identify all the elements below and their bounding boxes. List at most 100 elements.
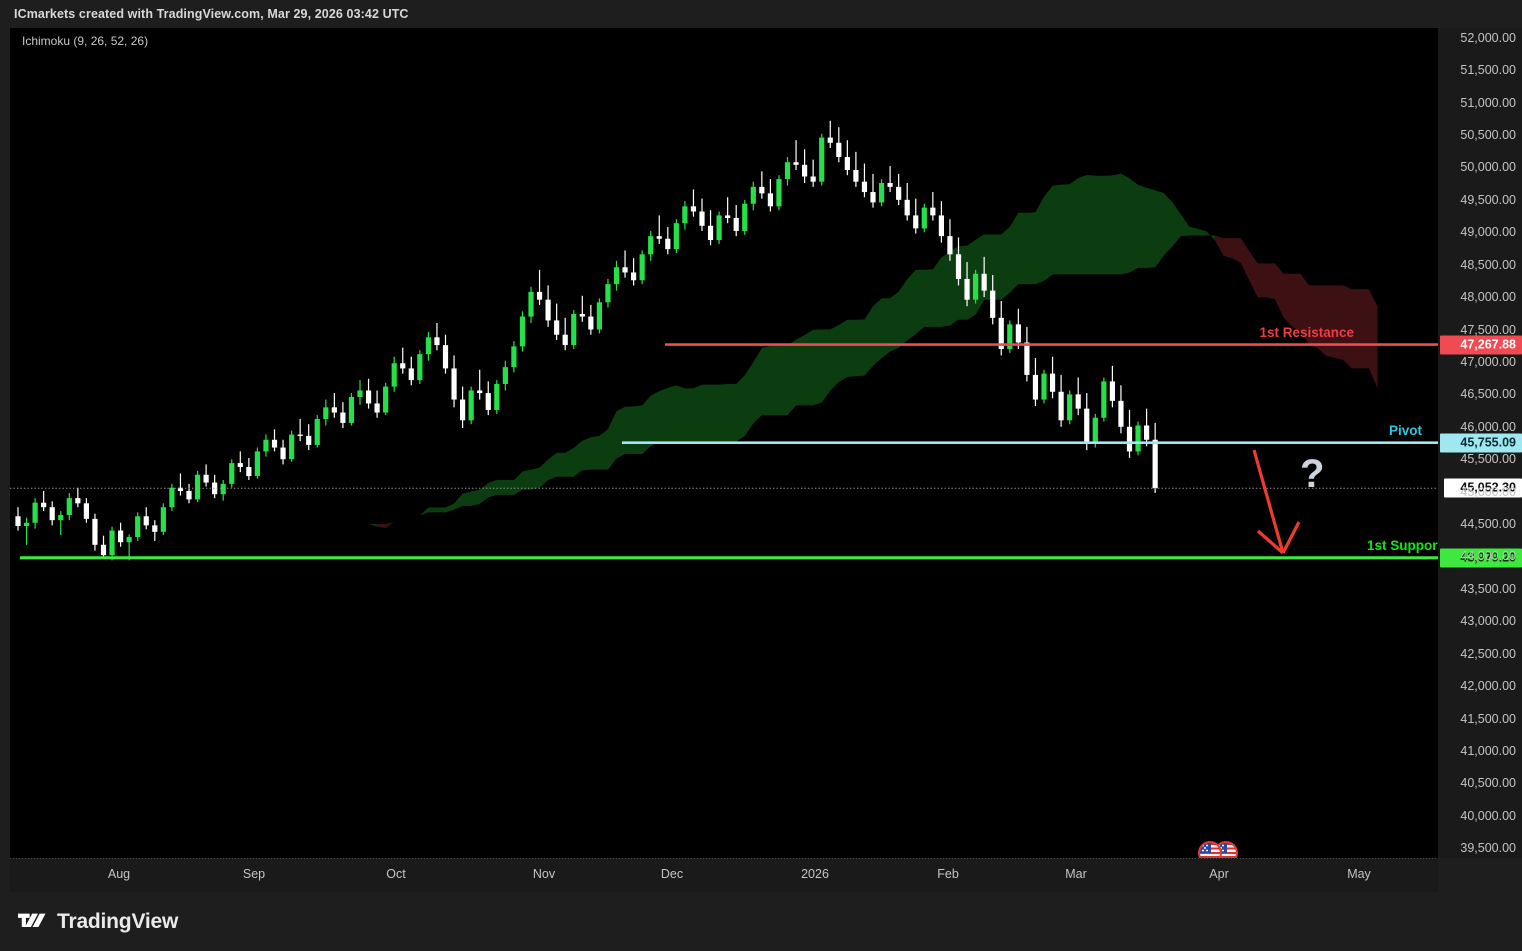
price-axis-tick: 52,000.00 xyxy=(1460,30,1516,45)
candle-body xyxy=(1058,391,1064,421)
candle-body xyxy=(58,514,64,521)
candle-wick xyxy=(60,511,62,536)
candle-body xyxy=(417,354,423,381)
candle-body xyxy=(519,316,526,347)
price-axis-tick: 51,500.00 xyxy=(1460,63,1516,78)
price-axis-tick: 48,000.00 xyxy=(1460,290,1516,305)
candle-wick xyxy=(479,369,481,400)
candle-body xyxy=(690,206,697,212)
time-axis-separator xyxy=(10,858,1438,859)
level-lines xyxy=(10,343,1438,560)
candle-body xyxy=(442,345,449,369)
candle-body xyxy=(827,137,833,143)
candle-body xyxy=(297,434,303,436)
candle-wick xyxy=(564,317,566,351)
candle-body xyxy=(904,199,910,216)
candle-body xyxy=(143,516,149,526)
candle-body xyxy=(887,182,893,187)
candle-body xyxy=(280,447,286,460)
chart-footer: TradingView xyxy=(0,892,1522,951)
candle-body xyxy=(759,186,765,194)
candle-body xyxy=(425,337,431,355)
candle-body xyxy=(930,207,936,216)
candle-body xyxy=(314,419,320,445)
tradingview-logo: TradingView xyxy=(18,910,178,934)
candle-wick xyxy=(727,197,729,224)
candle-body xyxy=(494,383,500,410)
candle-body xyxy=(1041,373,1047,400)
candle-body xyxy=(870,192,876,203)
candle-body xyxy=(990,290,996,318)
candle-body xyxy=(1024,342,1030,375)
candle-body xyxy=(836,142,842,158)
price-axis-tick: 50,000.00 xyxy=(1460,160,1516,175)
candle-body xyxy=(1144,425,1150,440)
candle-body xyxy=(605,284,611,303)
candle-body xyxy=(485,393,491,410)
candle-series xyxy=(15,120,1158,561)
candle-body xyxy=(263,439,269,452)
candle-body xyxy=(357,390,363,397)
candle-body xyxy=(955,254,962,279)
candle-body xyxy=(622,267,628,273)
time-axis-tick: Aug xyxy=(107,867,131,881)
candle-wick xyxy=(179,473,182,496)
candle-body xyxy=(964,278,970,300)
candle-body xyxy=(306,435,312,445)
candle-body xyxy=(41,502,47,508)
candle-wick xyxy=(43,490,45,512)
candle-body xyxy=(802,164,808,177)
candle-body xyxy=(92,518,98,545)
chart-header: ICmarkets created with TradingView.com, … xyxy=(0,0,1522,28)
candle-body xyxy=(502,367,508,384)
candle-body xyxy=(460,399,466,421)
candle-wick xyxy=(538,269,541,305)
time-axis-tick: Feb xyxy=(937,867,959,881)
candle-body xyxy=(656,236,662,239)
price-axis[interactable]: 47,267.88 45,755.09 45,052.30 43,979.20 … xyxy=(1438,28,1522,858)
price-axis-tick: 51,000.00 xyxy=(1460,95,1516,110)
candle-body xyxy=(365,390,372,404)
candle-body xyxy=(1109,381,1115,401)
candle-body xyxy=(1135,425,1141,452)
tradingview-logo-text: TradingView xyxy=(57,909,179,933)
time-axis[interactable]: Aug Sep Oct Nov Dec 2026 Feb Mar Apr May xyxy=(10,858,1438,892)
candle-wick xyxy=(333,393,335,418)
candle-body xyxy=(1015,324,1021,343)
time-axis-tick: Sep xyxy=(242,867,266,881)
candle-body xyxy=(536,291,543,300)
candle-body xyxy=(913,215,919,229)
candle-body xyxy=(1075,394,1081,409)
candle-body xyxy=(596,302,602,330)
candle-body xyxy=(15,516,21,526)
candle-body xyxy=(742,203,748,231)
candle-body xyxy=(639,254,645,281)
candle-wick xyxy=(299,419,301,442)
candle-body xyxy=(254,451,260,477)
candle-body xyxy=(554,320,560,335)
candle-body xyxy=(844,157,850,171)
ichimoku-cloud xyxy=(240,173,1378,528)
candle-body xyxy=(793,162,799,165)
candle-body xyxy=(981,273,987,291)
chart-plot-area[interactable]: Ichimoku (9, 26, 52, 26) 1st Resistance … xyxy=(10,28,1438,858)
candle-body xyxy=(579,313,585,317)
arrow-head-barb xyxy=(1256,529,1285,555)
candle-body xyxy=(716,215,722,241)
price-axis-tick: 41,500.00 xyxy=(1460,711,1516,726)
candle-body xyxy=(1092,417,1098,444)
candle-body xyxy=(853,170,859,182)
candle-body xyxy=(673,223,679,250)
candle-wick xyxy=(829,120,831,148)
candle-body xyxy=(665,238,671,250)
candle-body xyxy=(83,503,89,519)
candle-body xyxy=(160,507,166,532)
candle-body xyxy=(1101,381,1107,418)
candle-wick xyxy=(633,258,635,286)
candle-body xyxy=(408,368,414,381)
candle-body xyxy=(348,396,355,423)
price-axis-tick: 41,000.00 xyxy=(1460,744,1516,758)
price-axis-tick: 42,000.00 xyxy=(1460,679,1516,694)
candle-body xyxy=(648,236,654,255)
time-axis-tick: May xyxy=(1347,867,1371,881)
